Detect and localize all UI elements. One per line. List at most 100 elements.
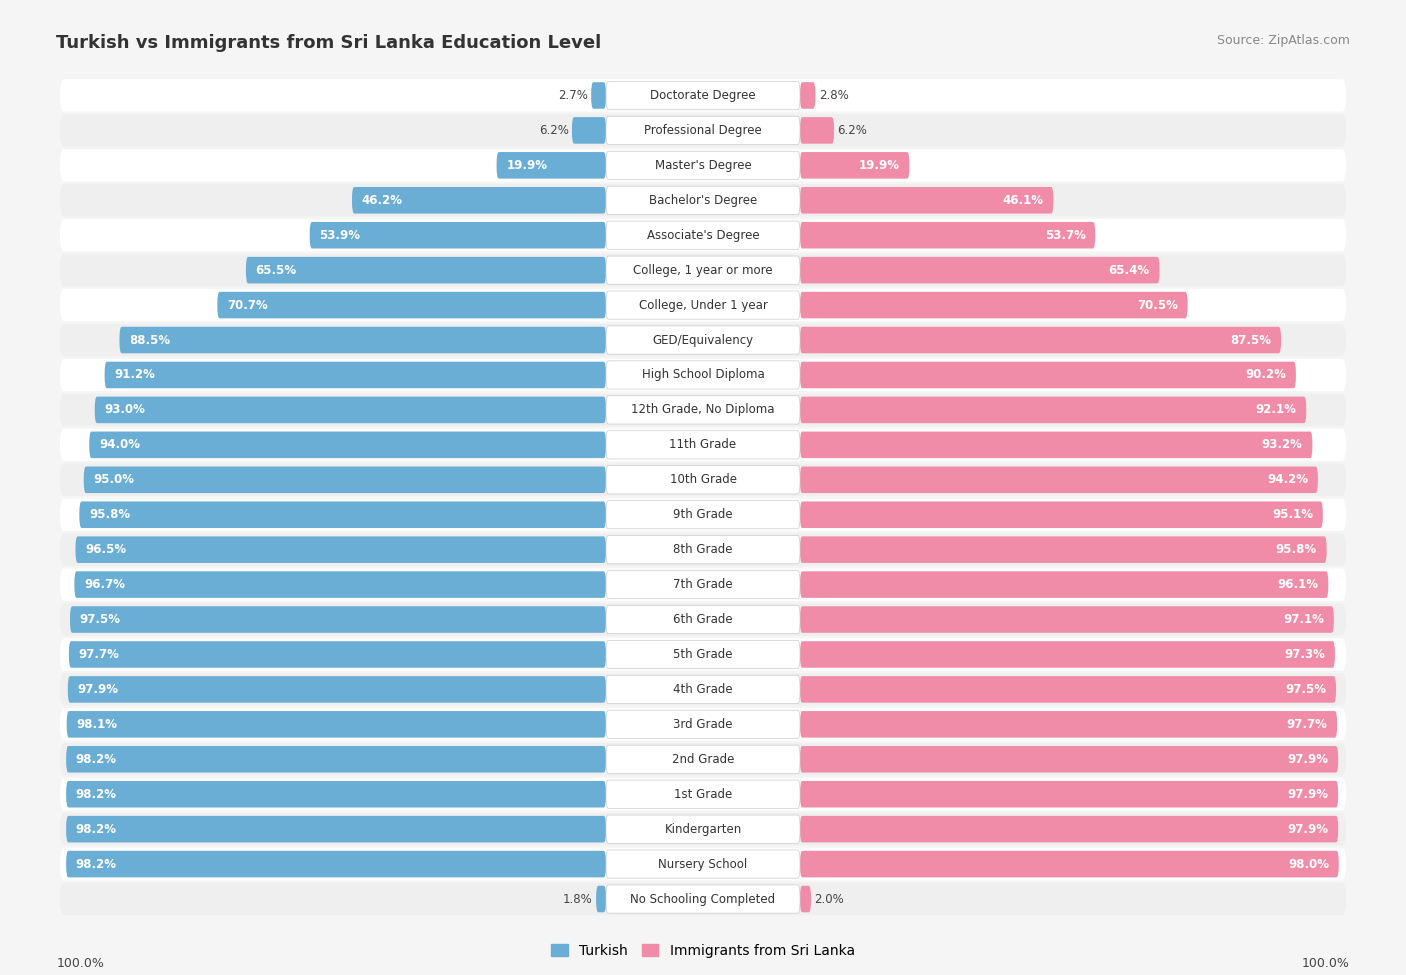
FancyBboxPatch shape	[75, 571, 606, 598]
Text: 95.8%: 95.8%	[1275, 543, 1317, 556]
Text: 8th Grade: 8th Grade	[673, 543, 733, 556]
FancyBboxPatch shape	[591, 82, 606, 109]
Text: 97.7%: 97.7%	[1286, 718, 1327, 731]
Text: 98.2%: 98.2%	[76, 788, 117, 800]
FancyBboxPatch shape	[596, 885, 606, 913]
Text: 19.9%: 19.9%	[859, 159, 900, 172]
FancyBboxPatch shape	[496, 152, 606, 178]
Text: 94.0%: 94.0%	[98, 439, 141, 451]
Text: 97.9%: 97.9%	[1288, 753, 1329, 765]
FancyBboxPatch shape	[66, 781, 606, 807]
FancyBboxPatch shape	[606, 256, 800, 285]
FancyBboxPatch shape	[89, 432, 606, 458]
FancyBboxPatch shape	[606, 815, 800, 843]
Text: No Schooling Completed: No Schooling Completed	[630, 892, 776, 906]
Text: 7th Grade: 7th Grade	[673, 578, 733, 591]
FancyBboxPatch shape	[59, 463, 1347, 496]
FancyBboxPatch shape	[59, 429, 1347, 461]
FancyBboxPatch shape	[59, 673, 1347, 706]
FancyBboxPatch shape	[572, 117, 606, 143]
Text: College, Under 1 year: College, Under 1 year	[638, 298, 768, 312]
FancyBboxPatch shape	[59, 359, 1347, 391]
FancyBboxPatch shape	[800, 642, 1334, 668]
FancyBboxPatch shape	[59, 813, 1347, 845]
Text: 97.3%: 97.3%	[1284, 648, 1326, 661]
Text: 9th Grade: 9th Grade	[673, 508, 733, 522]
Text: 6.2%: 6.2%	[538, 124, 568, 136]
Text: 97.9%: 97.9%	[77, 682, 118, 696]
Text: 94.2%: 94.2%	[1267, 473, 1308, 487]
Text: 97.9%: 97.9%	[1288, 788, 1329, 800]
FancyBboxPatch shape	[59, 498, 1347, 531]
FancyBboxPatch shape	[606, 116, 800, 144]
Text: 98.1%: 98.1%	[76, 718, 117, 731]
FancyBboxPatch shape	[606, 81, 800, 109]
Text: 53.7%: 53.7%	[1045, 229, 1085, 242]
FancyBboxPatch shape	[800, 82, 815, 109]
FancyBboxPatch shape	[76, 536, 606, 563]
Text: 97.1%: 97.1%	[1284, 613, 1324, 626]
FancyBboxPatch shape	[800, 327, 1281, 353]
Text: 92.1%: 92.1%	[1256, 404, 1296, 416]
FancyBboxPatch shape	[59, 79, 1347, 112]
FancyBboxPatch shape	[66, 711, 606, 738]
FancyBboxPatch shape	[800, 885, 811, 913]
FancyBboxPatch shape	[606, 466, 800, 494]
FancyBboxPatch shape	[59, 324, 1347, 356]
FancyBboxPatch shape	[66, 746, 606, 772]
FancyBboxPatch shape	[800, 187, 1053, 214]
Text: 97.7%: 97.7%	[79, 648, 120, 661]
FancyBboxPatch shape	[606, 326, 800, 354]
Text: Source: ZipAtlas.com: Source: ZipAtlas.com	[1216, 34, 1350, 47]
FancyBboxPatch shape	[800, 292, 1188, 319]
Text: 93.2%: 93.2%	[1261, 439, 1303, 451]
FancyBboxPatch shape	[800, 851, 1339, 878]
Text: Associate's Degree: Associate's Degree	[647, 229, 759, 242]
Text: 2.0%: 2.0%	[814, 892, 844, 906]
FancyBboxPatch shape	[800, 606, 1334, 633]
FancyBboxPatch shape	[59, 254, 1347, 287]
Text: 95.0%: 95.0%	[93, 473, 135, 487]
FancyBboxPatch shape	[800, 711, 1337, 738]
FancyBboxPatch shape	[218, 292, 606, 319]
FancyBboxPatch shape	[59, 149, 1347, 181]
FancyBboxPatch shape	[352, 187, 606, 214]
FancyBboxPatch shape	[84, 466, 606, 493]
Text: 95.1%: 95.1%	[1272, 508, 1313, 522]
Legend: Turkish, Immigrants from Sri Lanka: Turkish, Immigrants from Sri Lanka	[546, 938, 860, 963]
FancyBboxPatch shape	[606, 570, 800, 599]
FancyBboxPatch shape	[94, 397, 606, 423]
FancyBboxPatch shape	[66, 851, 606, 878]
FancyBboxPatch shape	[800, 432, 1312, 458]
FancyBboxPatch shape	[606, 186, 800, 214]
Text: 96.7%: 96.7%	[84, 578, 125, 591]
FancyBboxPatch shape	[606, 291, 800, 319]
Text: Nursery School: Nursery School	[658, 858, 748, 871]
FancyBboxPatch shape	[606, 221, 800, 250]
Text: 95.8%: 95.8%	[89, 508, 131, 522]
Text: Bachelor's Degree: Bachelor's Degree	[650, 194, 756, 207]
FancyBboxPatch shape	[800, 676, 1336, 703]
Text: 2nd Grade: 2nd Grade	[672, 753, 734, 765]
FancyBboxPatch shape	[66, 816, 606, 842]
FancyBboxPatch shape	[606, 605, 800, 634]
Text: 90.2%: 90.2%	[1246, 369, 1286, 381]
Text: 3rd Grade: 3rd Grade	[673, 718, 733, 731]
Text: 96.1%: 96.1%	[1278, 578, 1319, 591]
Text: 97.5%: 97.5%	[1285, 682, 1326, 696]
Text: 1st Grade: 1st Grade	[673, 788, 733, 800]
Text: 5th Grade: 5th Grade	[673, 648, 733, 661]
Text: 6th Grade: 6th Grade	[673, 613, 733, 626]
Text: High School Diploma: High School Diploma	[641, 369, 765, 381]
FancyBboxPatch shape	[606, 431, 800, 459]
FancyBboxPatch shape	[800, 152, 910, 178]
FancyBboxPatch shape	[79, 501, 606, 528]
FancyBboxPatch shape	[606, 535, 800, 564]
FancyBboxPatch shape	[59, 184, 1347, 216]
Text: 98.0%: 98.0%	[1288, 858, 1329, 871]
FancyBboxPatch shape	[800, 501, 1323, 528]
Text: 65.4%: 65.4%	[1109, 263, 1150, 277]
FancyBboxPatch shape	[104, 362, 606, 388]
Text: College, 1 year or more: College, 1 year or more	[633, 263, 773, 277]
Text: 91.2%: 91.2%	[114, 369, 155, 381]
